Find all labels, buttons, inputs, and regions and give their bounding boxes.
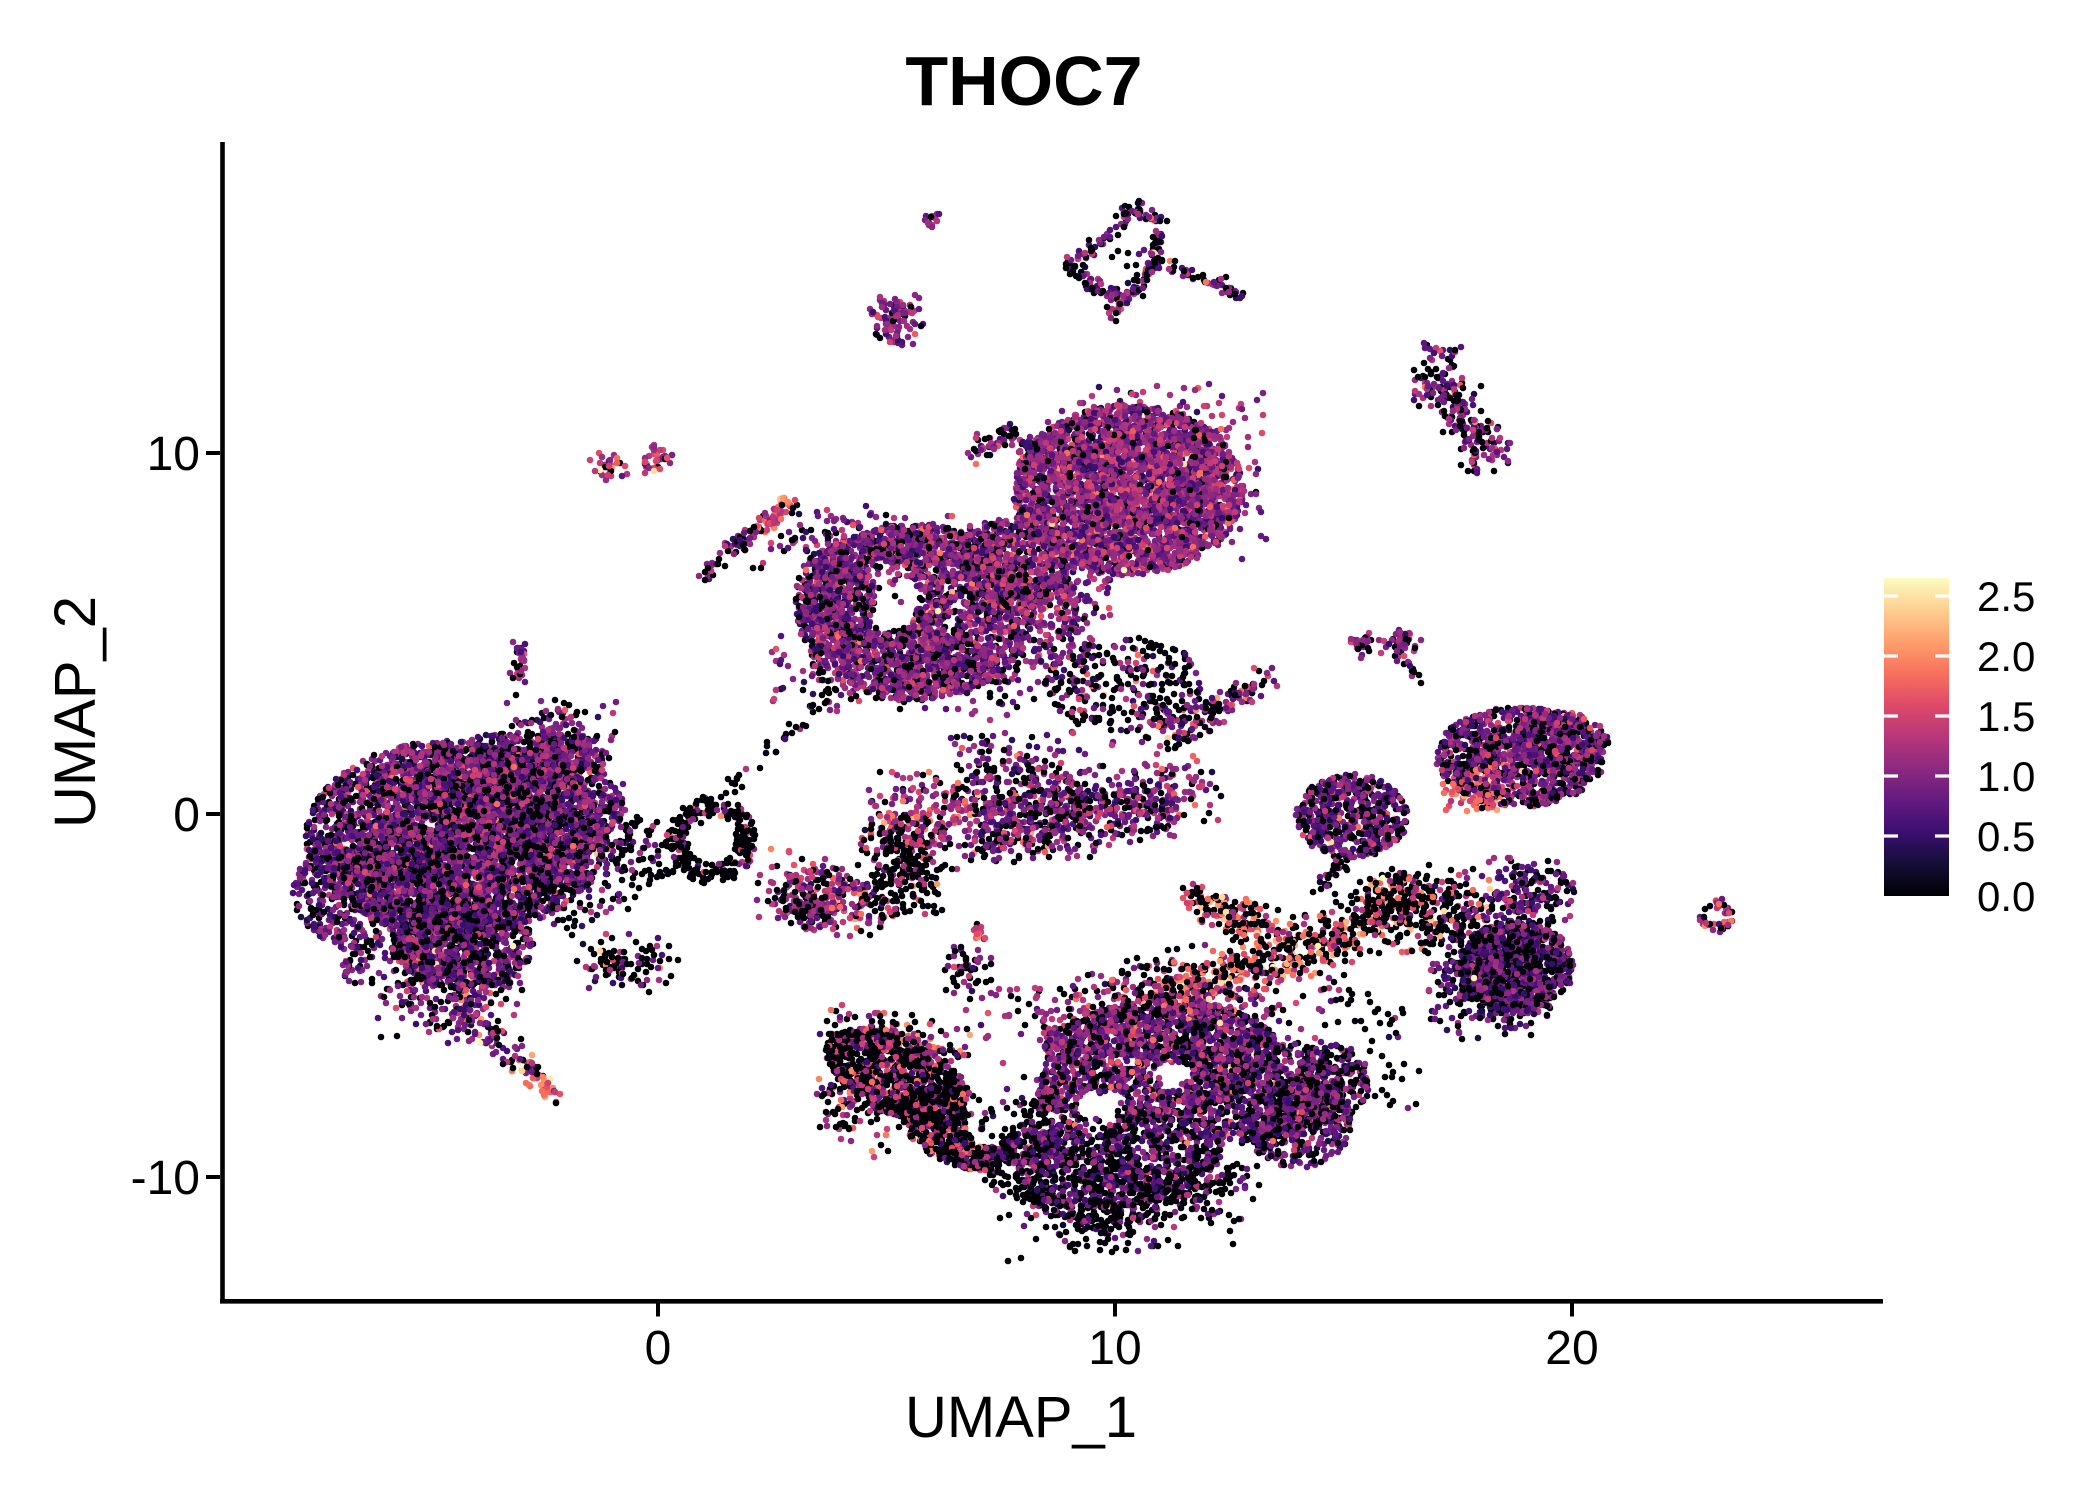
svg-text:THOC7: THOC7 bbox=[905, 42, 1142, 120]
svg-text:0: 0 bbox=[173, 789, 200, 842]
svg-text:1.0: 1.0 bbox=[1977, 753, 2035, 800]
svg-text:0.5: 0.5 bbox=[1977, 813, 2035, 860]
svg-text:-10: -10 bbox=[131, 1152, 200, 1205]
svg-text:2.5: 2.5 bbox=[1977, 573, 2035, 620]
svg-text:0.0: 0.0 bbox=[1977, 873, 2035, 920]
svg-text:UMAP_2: UMAP_2 bbox=[43, 596, 108, 828]
svg-text:10: 10 bbox=[147, 428, 200, 481]
svg-text:2.0: 2.0 bbox=[1977, 633, 2035, 680]
svg-text:10: 10 bbox=[1088, 1322, 1141, 1375]
svg-text:1.5: 1.5 bbox=[1977, 693, 2035, 740]
svg-text:20: 20 bbox=[1545, 1322, 1598, 1375]
svg-text:UMAP_1: UMAP_1 bbox=[905, 1385, 1137, 1450]
svg-text:0: 0 bbox=[645, 1322, 672, 1375]
